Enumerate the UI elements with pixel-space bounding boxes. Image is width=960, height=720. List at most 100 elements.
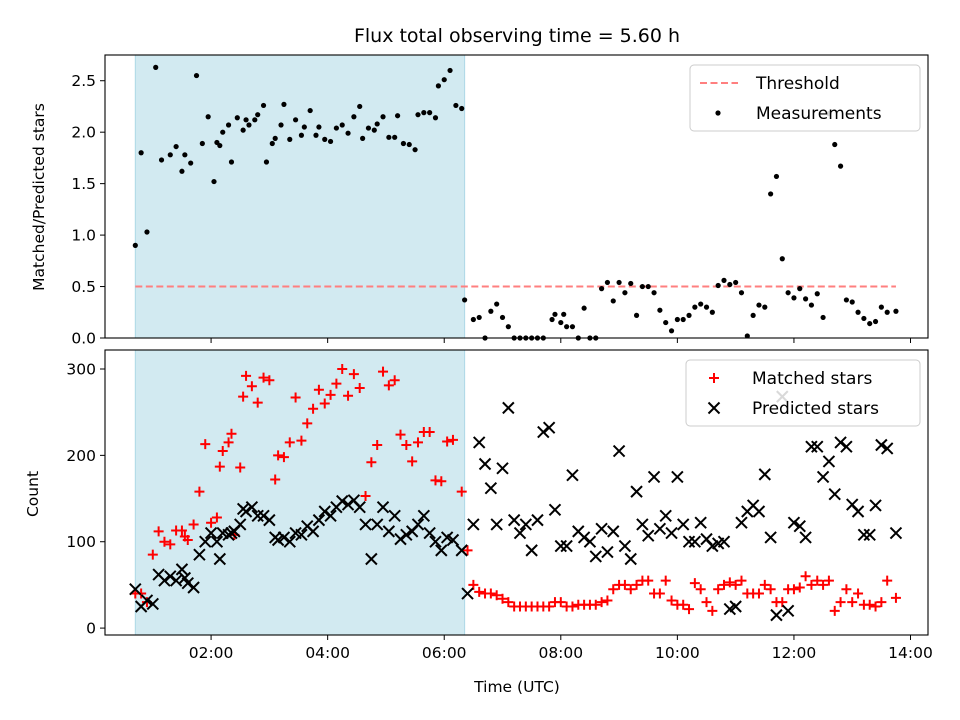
predicted-star-point: [595, 522, 608, 535]
measurement-point: [867, 320, 873, 327]
top-y-tick-label: 0.0: [71, 330, 96, 348]
measurement-point: [802, 296, 809, 302]
bottom-axes-frame: [104, 349, 929, 636]
predicted-star-point: [601, 545, 614, 559]
measurement-point: [374, 121, 380, 127]
measurement-point: [738, 290, 745, 296]
measurement-point: [394, 113, 401, 119]
measurement-point: [820, 314, 826, 321]
top-legend-box: [689, 64, 921, 132]
predicted-star-point: [187, 581, 200, 594]
measurement-point: [645, 283, 651, 290]
matched-star-point: [794, 582, 805, 593]
predicted-star-point: [560, 539, 573, 553]
measurement-point: [657, 307, 663, 313]
bottom-y-tick-label: 0: [86, 620, 96, 638]
predicted-star-point: [805, 440, 818, 453]
matched-star-point: [395, 429, 406, 440]
measurement-point: [307, 107, 313, 114]
measurement-point: [298, 132, 305, 138]
predicted-star-point: [618, 539, 632, 553]
predicted-star-point: [146, 597, 160, 611]
x-tick-label: 12:00: [772, 644, 817, 662]
predicted-star-point: [566, 469, 579, 482]
measurement-point: [893, 308, 899, 314]
matched-star-point: [485, 588, 496, 599]
predicted-star-point: [435, 544, 448, 557]
measurement-point: [552, 311, 558, 317]
measurement-point: [199, 140, 205, 147]
predicted-star-point: [607, 525, 620, 538]
measurement-point: [814, 291, 820, 297]
predicted-star-point: [671, 470, 684, 484]
predicted-star-point: [140, 594, 154, 607]
legend-label: Predicted stars: [752, 399, 879, 419]
predicted-star-point: [490, 518, 503, 531]
predicted-star-point: [306, 525, 320, 538]
measurement-point: [371, 127, 377, 133]
measurement-point: [357, 103, 363, 110]
predicted-star-point: [461, 587, 474, 600]
matched-star-point: [701, 597, 712, 608]
predicted-star-point: [472, 436, 486, 449]
measurement-point: [779, 256, 785, 262]
predicted-star-point: [647, 470, 661, 484]
measurement-point: [255, 112, 261, 118]
predicted-star-point: [770, 608, 783, 622]
matched-star-point: [684, 604, 695, 615]
matched-star-point: [348, 369, 359, 380]
measurement-point: [252, 117, 258, 123]
measurement-point: [313, 132, 319, 138]
matched-star-point: [412, 437, 423, 448]
matched-star-point: [200, 439, 211, 450]
measurement-point: [470, 316, 476, 323]
predicted-star-point: [612, 444, 626, 458]
predicted-star-point: [388, 509, 401, 523]
matched-star-point: [136, 588, 147, 599]
predicted-star-point: [811, 440, 824, 453]
top-y-tick-label: 0.5: [71, 278, 96, 296]
measurement-point: [499, 314, 506, 321]
predicted-star-point: [210, 535, 224, 548]
predicted-star-point: [752, 505, 766, 518]
x-axis-label: Time (UTC): [473, 678, 560, 696]
measurement-point: [400, 140, 407, 147]
measurement-point: [633, 312, 640, 318]
measurement-point: [365, 125, 372, 131]
predicted-star-point: [554, 539, 568, 553]
predicted-star-point: [164, 570, 177, 583]
predicted-star-point: [880, 442, 894, 455]
predicted-star-point: [537, 425, 550, 439]
predicted-star-point: [787, 516, 801, 529]
predicted-star-point: [781, 604, 795, 618]
measurement-point: [558, 319, 564, 326]
measurement-point: [322, 136, 328, 142]
matched-star-point: [436, 476, 447, 487]
predicted-star-point: [204, 526, 218, 540]
measurement-point: [639, 283, 645, 290]
matched-star-point: [366, 457, 377, 468]
measurement-point: [453, 102, 459, 109]
measurement-point: [604, 279, 611, 286]
matched-star-point: [313, 384, 324, 395]
matched-star-point: [730, 579, 741, 590]
matched-star-point: [882, 575, 893, 586]
measurement-point: [240, 127, 246, 133]
measurement-point: [234, 115, 240, 121]
measurement-point: [182, 152, 188, 158]
predicted-star-point: [636, 518, 649, 531]
measurement-point: [733, 279, 739, 286]
predicted-star-point: [531, 513, 544, 527]
predicted-star-point: [213, 552, 227, 566]
top-legend: Threshold Measurements: [689, 64, 921, 132]
measurement-point: [380, 114, 386, 120]
predicted-star-point: [694, 516, 707, 529]
predicted-star-point: [158, 574, 171, 587]
measurement-point: [762, 304, 768, 310]
x-tick-label: 02:00: [189, 644, 234, 662]
predicted-star-point: [863, 528, 876, 542]
measurement-point: [564, 324, 570, 330]
measurement-point: [333, 125, 339, 131]
measurement-point: [616, 279, 622, 286]
